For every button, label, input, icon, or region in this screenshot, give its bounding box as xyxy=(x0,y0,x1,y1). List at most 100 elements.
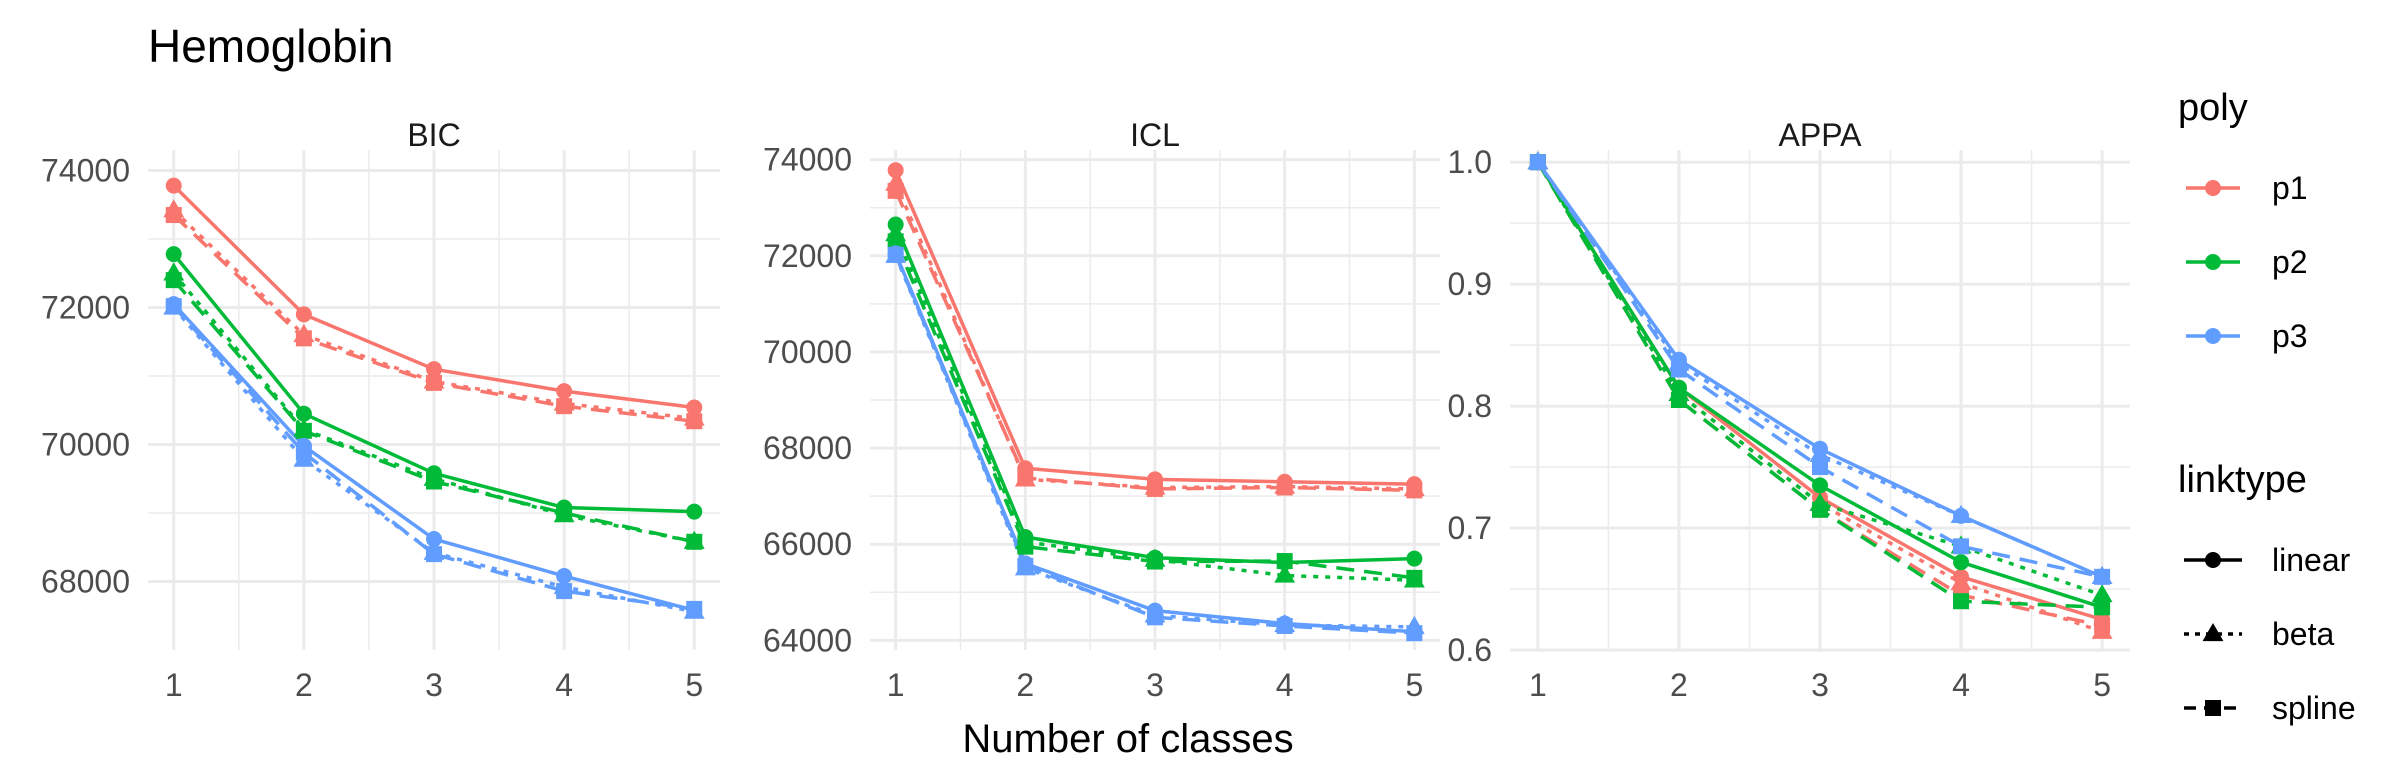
data-point-p2-spline xyxy=(1017,538,1034,555)
data-point-p3-spline xyxy=(1276,617,1293,634)
y-tick-label: 66000 xyxy=(763,526,852,562)
data-point-p2-linear xyxy=(295,405,312,422)
data-point-p3-beta xyxy=(1950,504,1972,524)
panel-appa: 1 2 3 4 5 0.6 0.7 0.8 0.9 1.0 APPA xyxy=(1448,117,2130,703)
y-tick-label: 64000 xyxy=(763,622,852,658)
panel-title: ICL xyxy=(1130,117,1180,153)
y-tick-label: 72000 xyxy=(41,290,130,326)
data-point-p1-spline xyxy=(426,374,442,391)
data-point-p2-linear xyxy=(686,503,703,520)
data-point-p2-spline xyxy=(1953,593,1970,610)
legend-key-point-p1 xyxy=(2205,180,2221,196)
y-tick-label: 0.6 xyxy=(1448,632,1492,668)
data-point-p2-spline xyxy=(2094,599,2111,616)
legend-label-p2: p2 xyxy=(2272,244,2308,280)
y-tick-label: 68000 xyxy=(763,430,852,466)
data-point-p2-spline xyxy=(295,422,312,439)
data-point-p1-spline xyxy=(556,398,573,415)
chart-title: Hemoglobin xyxy=(148,20,393,72)
y-tick-label: 1.0 xyxy=(1448,144,1492,180)
data-point-p2-spline xyxy=(1406,569,1423,586)
x-tick-label: 4 xyxy=(555,667,573,703)
x-tick-label: 5 xyxy=(685,667,703,703)
data-point-p1-beta xyxy=(1950,571,1972,591)
x-axis-label: Number of classes xyxy=(962,717,1293,761)
y-tick-label: 70000 xyxy=(41,427,130,463)
legend-label-linear: linear xyxy=(2272,542,2351,578)
data-point-p3-spline xyxy=(887,246,904,263)
data-point-p1-linear xyxy=(887,162,904,179)
panels: 1 2 3 4 5 68000 70000 72000 74000 BIC 1 2 3 4 5 64000 66… xyxy=(41,117,2130,703)
legend-key-point-p2 xyxy=(2205,254,2221,270)
x-tick-label: 2 xyxy=(1670,667,1688,703)
data-point-p2-linear xyxy=(1812,477,1828,494)
legend-label-spline: spline xyxy=(2272,690,2356,726)
legend-key-point-spline xyxy=(2205,700,2221,716)
legend-linktype-title: linktype xyxy=(2178,459,2307,501)
legend-label-p3: p3 xyxy=(2272,318,2308,354)
x-tick-label: 5 xyxy=(1405,667,1423,703)
data-point-p3-spline xyxy=(1812,459,1828,476)
data-point-p3-spline xyxy=(1406,625,1423,642)
data-point-p3-spline xyxy=(2094,568,2111,585)
data-point-p2-beta xyxy=(1274,564,1296,583)
legend-poly-title: poly xyxy=(2178,87,2248,129)
data-point-p2-linear xyxy=(1953,554,1970,571)
data-point-p1-spline xyxy=(686,413,703,430)
legend-label-beta: beta xyxy=(2272,616,2334,652)
data-point-p1-linear xyxy=(295,306,312,323)
data-point-p2-spline xyxy=(165,272,182,289)
x-tick-label: 4 xyxy=(1952,667,1970,703)
data-point-p1-spline xyxy=(1276,479,1293,496)
data-point-p2-spline xyxy=(426,473,442,490)
legend-poly-items: p1 p2 p3 xyxy=(2186,170,2308,354)
x-tick-label: 1 xyxy=(165,667,183,703)
data-point-p3-spline xyxy=(426,546,442,563)
data-point-p2-spline xyxy=(1147,553,1163,570)
data-point-p3-beta xyxy=(1809,443,1831,463)
x-tick-label: 3 xyxy=(1146,667,1164,703)
panel-bic: 1 2 3 4 5 68000 70000 72000 74000 BIC xyxy=(41,117,720,703)
y-tick-label: 70000 xyxy=(763,334,852,370)
data-point-p2-linear xyxy=(165,246,182,263)
data-point-p2-beta xyxy=(2091,584,2113,603)
data-point-p3-spline xyxy=(1670,361,1687,378)
legend-key-point-beta xyxy=(2202,623,2224,642)
data-point-p1-spline xyxy=(1147,480,1163,497)
data-point-p1-spline xyxy=(2094,617,2111,634)
data-point-p1-linear xyxy=(556,383,573,400)
y-tick-label: 0.7 xyxy=(1448,510,1492,546)
series-line-p2-beta xyxy=(1536,161,2103,597)
y-tick-label: 0.9 xyxy=(1448,266,1492,302)
data-point-p3-spline xyxy=(1529,154,1546,171)
y-tick-label: 0.8 xyxy=(1448,388,1492,424)
series-line-p1-beta xyxy=(172,209,695,421)
x-tick-label: 3 xyxy=(1811,667,1829,703)
data-point-p2-spline xyxy=(1276,553,1293,570)
panel-icl: 1 2 3 4 5 64000 66000 68000 70000 72000 74000 ICL xyxy=(763,117,1440,703)
y-tick-label: 74000 xyxy=(763,142,852,178)
legend-key-point-linear xyxy=(2205,552,2221,568)
series-line-p3-spline xyxy=(172,305,695,611)
data-point-p1-spline xyxy=(165,207,182,224)
data-point-p1-linear xyxy=(165,177,182,194)
data-point-p3-spline xyxy=(1017,557,1034,574)
x-tick-label: 3 xyxy=(425,667,443,703)
data-point-p2-spline xyxy=(556,505,573,522)
x-tick-label: 1 xyxy=(887,667,905,703)
data-point-p3-spline xyxy=(686,600,703,617)
x-tick-label: 1 xyxy=(1529,667,1547,703)
legend-label-p1: p1 xyxy=(2272,170,2308,206)
series-line-p2-beta xyxy=(172,272,695,544)
data-point-p3-spline xyxy=(295,444,312,461)
series-line-p2-beta xyxy=(894,233,1415,583)
y-tick-label: 68000 xyxy=(41,564,130,600)
data-point-p1-linear xyxy=(426,361,442,378)
data-point-p2-spline xyxy=(1812,501,1828,518)
series-line-p3-beta xyxy=(894,255,1415,629)
data-point-p3-spline xyxy=(556,583,573,600)
panel-title: BIC xyxy=(407,117,460,153)
panel-title: APPA xyxy=(1779,117,1863,153)
legend: poly p1 p2 p3 linktype linear beta spline xyxy=(2178,87,2356,726)
